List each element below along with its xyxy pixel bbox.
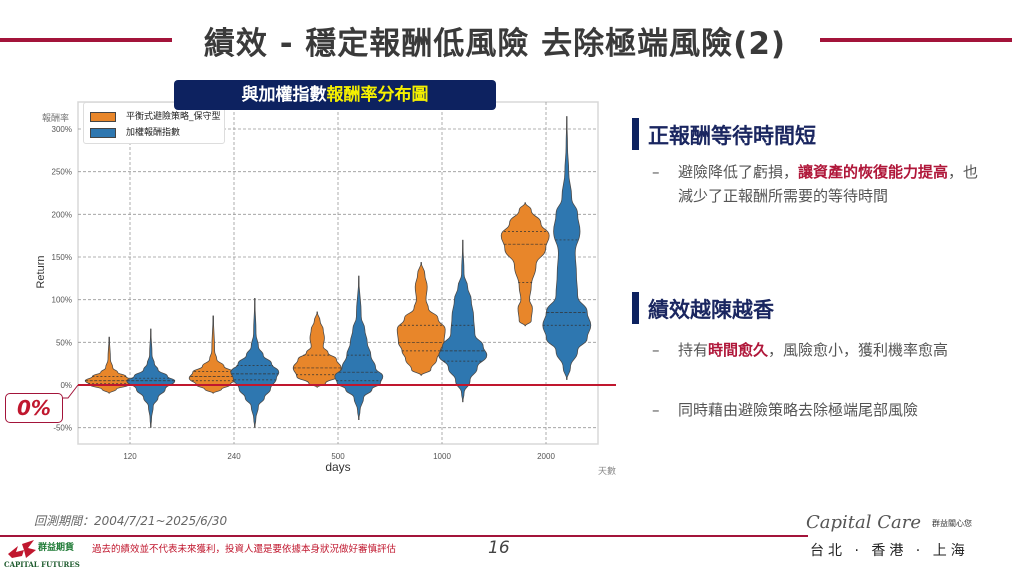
y-tick-label: 250%: [52, 168, 72, 177]
y-tick-label: -50%: [53, 424, 72, 433]
disclaimer: 過去的績效並不代表未來獲利，投資人還是要依據本身狀況做好審慎評估: [92, 544, 397, 555]
y-tick-label: 300%: [52, 125, 72, 134]
violins: [84, 115, 592, 428]
x-tick-label: 500: [331, 452, 345, 461]
logo-cn-text: 群益期貨: [38, 543, 75, 553]
bullet-highlight: 讓資產的恢復能力提高: [798, 163, 949, 181]
legend-label: 平衡式避險策略_保守型: [126, 112, 221, 122]
legend-label: 加權報酬指數: [126, 128, 181, 138]
bullet-item: – 持有時間愈久，風險愈小，獲利機率愈高: [652, 338, 983, 362]
bullet-text: 同時藉由避險策略去除極端尾部風險: [678, 401, 919, 419]
bullet-text: ，風險愈小，獲利機率愈高: [768, 341, 949, 359]
legend-item-index: 加權報酬指數: [90, 125, 180, 138]
bullet-dash: –: [652, 401, 660, 419]
x-axis-label: days: [325, 460, 350, 474]
y-tick-labels: -50% 0% 50% 100% 150% 200% 250% 300%: [52, 125, 72, 433]
bullet-text: ，也減少了正報酬所需要的等待時間: [678, 163, 979, 205]
bullet-text: 持有: [678, 341, 709, 359]
capital-futures-logo: 群益期貨 CAPITAL FUTURES: [4, 538, 92, 572]
y-axis-label-cn: 報酬率: [42, 112, 69, 124]
violin-1-240: [230, 297, 280, 428]
brand-tagline: 群益關心您: [932, 519, 972, 528]
title-rule-left: [0, 38, 172, 42]
violin-1-2000: [542, 115, 592, 380]
y-axis-label: Return: [35, 255, 47, 288]
bullet-text: 避險降低了虧損，: [678, 163, 799, 181]
x-tick-label: 2000: [537, 452, 555, 461]
legend-item-strategy: 平衡式避險策略_保守型: [90, 109, 221, 122]
violin-chart: -50%0%50%100%150%200%250%300% 120 240 500 1…: [35, 101, 616, 477]
legend-swatch-orange: [90, 111, 116, 122]
y-tick-label: 200%: [52, 210, 72, 219]
footer-rule: [0, 535, 808, 537]
bullet-dash: –: [652, 163, 660, 181]
legend-swatch-blue: [90, 127, 116, 138]
page-title: 績效 - 穩定報酬低風險 去除極端風險(2): [203, 26, 787, 62]
office-cities: 台北 · 香港 · 上海: [810, 543, 969, 559]
x-tick-label: 120: [123, 452, 137, 461]
violin-1-120: [126, 328, 176, 428]
logo-bird-icon: [8, 540, 36, 558]
bullet-item: – 避險降低了虧損，讓資產的恢復能力提高，也減少了正報酬所需要的等待時間: [652, 160, 988, 208]
zero-callout: 0%: [5, 393, 63, 423]
x-tick-labels: 120 240 500 1000 2000: [123, 452, 555, 461]
x-axis-label-cn: 天數: [598, 465, 616, 477]
page-number: 16: [488, 538, 510, 558]
logo-en-text: CAPITAL FUTURES: [4, 560, 80, 569]
section-heading: 正報酬等待時間短: [648, 124, 816, 148]
bullet-dash: –: [652, 341, 660, 359]
chart-title-banner: 與加權指數報酬率分布圖: [174, 80, 496, 110]
bullet-highlight: 時間愈久: [708, 341, 769, 359]
y-tick-label: 100%: [52, 296, 72, 305]
bullet-item: – 同時藉由避險策略去除極端尾部風險: [652, 398, 998, 422]
section-heading: 績效越陳越香: [648, 298, 774, 322]
section-marker: [632, 292, 639, 324]
capital-care-logo: Capital Care: [806, 512, 921, 533]
chart-title-highlight: 報酬率分布圖: [326, 85, 429, 105]
title-rule-right: [820, 38, 1012, 42]
y-tick-label: 150%: [52, 253, 72, 262]
x-tick-label: 240: [227, 452, 241, 461]
section-marker: [632, 118, 639, 150]
y-tick-label: 50%: [56, 338, 72, 347]
violin-1-1000: [438, 239, 488, 403]
x-tick-label: 1000: [433, 452, 451, 461]
violin-0-2000: [500, 201, 550, 327]
backtest-period: 回測期間：2004/7/21~2025/6/30: [34, 514, 228, 528]
y-tick-label: 0%: [60, 381, 72, 390]
chart-title-prefix: 與加權指數: [241, 85, 327, 105]
violin-0-500: [292, 311, 342, 388]
